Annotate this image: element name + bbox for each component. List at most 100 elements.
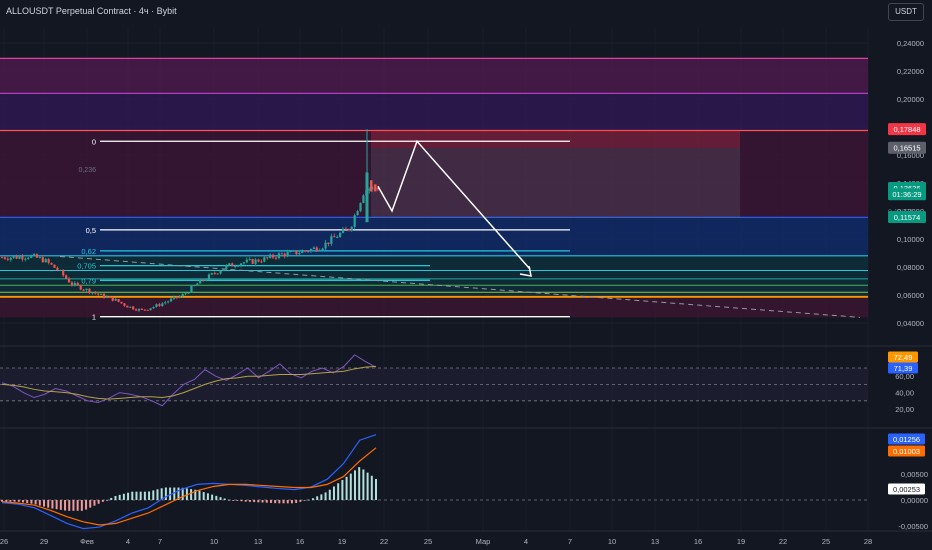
candle-body (137, 308, 141, 311)
date-tick: 19 (338, 537, 346, 546)
fib-label: 0 (92, 137, 96, 146)
candle-body (111, 296, 114, 301)
candle-body (248, 259, 251, 261)
macd-hist-bar (177, 487, 180, 500)
macd-hist-bar (370, 475, 373, 500)
price-label: 01:36:29 (892, 190, 921, 199)
macd-hist-bar (240, 500, 243, 502)
candle-body (280, 253, 283, 255)
macd-hist-bar (341, 480, 344, 500)
macd-hist-bar (265, 500, 268, 503)
candle-body (292, 250, 295, 252)
price-tick: 0,04000 (897, 319, 924, 328)
candle-body (123, 303, 126, 306)
axes: 0,240000,220000,200000,180000,160000,140… (0, 39, 932, 546)
macd-hist-bar (59, 500, 62, 510)
macd-hist-bar (135, 491, 138, 500)
date-tick: 26 (0, 537, 8, 546)
candle-body (339, 232, 342, 237)
candle-body (120, 301, 123, 304)
candle-body (257, 259, 260, 262)
rsi-label: 71,39 (894, 364, 913, 373)
macd-hist-bar (190, 489, 193, 500)
macd-hist-bar (13, 500, 16, 502)
candle-body (108, 296, 111, 298)
rsi-pane[interactable] (0, 354, 868, 407)
macd-hist-bar (30, 500, 33, 504)
macd-hist-bar (51, 500, 54, 509)
candle-body (38, 257, 41, 259)
rsi-label-bg (888, 351, 918, 363)
date-tick: 4 (126, 537, 130, 546)
candle-body (149, 308, 152, 310)
candle-body (140, 308, 144, 310)
candle-body (161, 303, 164, 306)
candle-body (225, 265, 228, 269)
macd-hist-bar (185, 488, 188, 500)
candle-body (324, 242, 327, 249)
macd-hist-bar (160, 488, 163, 500)
macd-hist-bar (169, 487, 172, 500)
fib-zone (0, 217, 868, 256)
candle-body (143, 309, 146, 311)
candle-body (102, 293, 106, 298)
fib-zone (0, 130, 868, 218)
macd-hist-bar (219, 497, 222, 500)
candle-body (12, 256, 15, 258)
macd-label-bg (888, 433, 925, 445)
macd-hist-bar (17, 500, 20, 502)
rsi-label: 72,49 (894, 353, 913, 362)
candle-body (350, 226, 353, 231)
candle-body (175, 296, 178, 298)
candle-body (301, 250, 304, 253)
currency-badge[interactable]: USDT (888, 3, 924, 21)
macd-hist-bar (156, 489, 159, 500)
candle-body (18, 256, 21, 259)
macd-hist-bar (353, 470, 356, 500)
price-label-bg (888, 188, 926, 201)
candle-body (62, 269, 65, 276)
candle-body (172, 296, 176, 299)
candle-body (254, 259, 257, 264)
price-tick: 0,08000 (897, 263, 924, 272)
candle-body (376, 188, 380, 190)
fib-label: 0,79 (81, 276, 96, 285)
macd-pane[interactable] (0, 434, 868, 530)
candle-body (178, 296, 181, 298)
macd-hist-bar (303, 500, 306, 501)
date-tick: Фев (80, 537, 94, 546)
macd-hist-bar (131, 491, 134, 500)
candle-body (187, 292, 190, 294)
trend-line (59, 256, 861, 318)
candle-body (94, 292, 97, 294)
macd-hist-bar (122, 493, 125, 500)
candle-body (184, 293, 187, 295)
candle-body (132, 306, 135, 310)
candle-body (3, 257, 7, 259)
candle-body (304, 250, 307, 252)
candle-body (190, 286, 193, 293)
candle-body (41, 257, 44, 263)
candle-body (44, 259, 47, 263)
macd-hist-bar (282, 500, 285, 504)
macd-hist-bar (118, 494, 121, 500)
macd-hist-bar (72, 500, 75, 511)
candle-body (30, 255, 33, 258)
candle-body (202, 279, 205, 281)
symbol-title[interactable]: ALLOUSDT Perpetual Contract · 4ч · Bybit (6, 6, 177, 16)
macd-label: 0,01003 (893, 447, 920, 456)
candle-body (85, 288, 88, 290)
candle-body (370, 180, 373, 192)
macd-hist-bar (64, 500, 67, 511)
macd-hist-bar (320, 494, 323, 500)
candle-body (213, 273, 216, 275)
macd-hist-bar (211, 494, 214, 500)
candle-body (32, 254, 36, 256)
price-tick: 0,22000 (897, 67, 924, 76)
candle-body (234, 266, 237, 268)
macd-hist-bar (93, 500, 96, 506)
candle-body (193, 285, 196, 287)
macd-hist-bar (366, 472, 369, 500)
